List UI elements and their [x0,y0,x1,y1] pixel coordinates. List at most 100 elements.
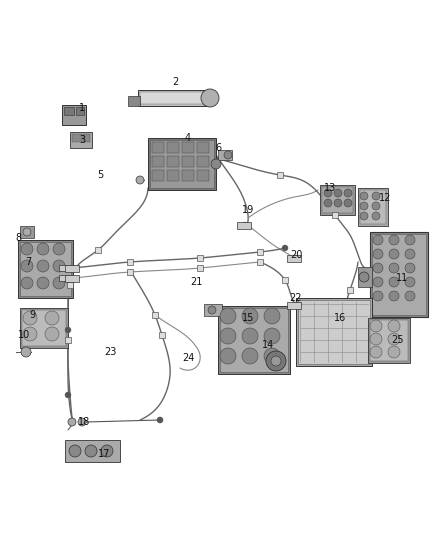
Bar [257,259,263,265]
Text: 11: 11 [396,273,408,283]
Bar [197,142,209,153]
Bar [197,156,209,167]
Bar [150,140,214,188]
Text: 14: 14 [262,340,274,350]
Text: 5: 5 [97,170,103,180]
Text: 22: 22 [290,293,302,303]
Bar [70,132,92,148]
Circle shape [373,277,383,287]
Bar [152,312,158,318]
Circle shape [220,328,236,344]
Circle shape [360,212,368,220]
Circle shape [157,417,163,423]
Circle shape [68,418,76,426]
Circle shape [360,202,368,210]
Bar [65,440,120,462]
Circle shape [45,311,59,325]
Text: 7: 7 [25,257,31,267]
Circle shape [360,192,368,200]
Bar [218,306,290,374]
Bar [152,170,164,181]
Bar [282,277,288,283]
Circle shape [37,260,49,272]
Text: 17: 17 [98,449,110,459]
Bar [22,310,66,346]
Text: 16: 16 [334,313,346,323]
Circle shape [373,263,383,273]
Bar [197,255,203,261]
Bar [167,142,179,153]
Circle shape [372,192,380,200]
Bar [287,302,301,309]
Bar [368,318,410,363]
Bar [127,259,133,265]
Circle shape [65,327,71,333]
Circle shape [388,320,400,332]
Circle shape [264,308,280,324]
Text: 25: 25 [392,335,404,345]
Bar [322,187,353,213]
Bar [347,287,353,293]
Circle shape [359,272,369,282]
Bar [20,308,68,348]
Bar [257,249,263,255]
Circle shape [271,356,281,366]
Text: 9: 9 [29,310,35,320]
Bar [18,240,73,298]
Bar [220,308,288,372]
Bar [204,304,222,316]
Circle shape [208,306,216,314]
Bar [148,138,216,190]
Text: 3: 3 [79,135,85,145]
Circle shape [78,418,86,426]
Text: 2: 2 [172,77,178,87]
Circle shape [136,176,144,184]
Circle shape [389,291,399,301]
Circle shape [372,202,380,210]
Circle shape [344,199,352,207]
Circle shape [282,245,288,251]
Circle shape [21,260,33,272]
Bar [62,105,86,125]
Circle shape [37,277,49,289]
Circle shape [211,159,221,169]
Circle shape [53,277,65,289]
Bar [83,134,90,142]
Bar [64,107,74,115]
Circle shape [373,235,383,245]
Bar [287,255,301,262]
Text: 21: 21 [190,277,202,287]
Text: 19: 19 [242,205,254,215]
Circle shape [242,222,248,228]
Circle shape [370,333,382,345]
Circle shape [389,249,399,259]
Text: 1: 1 [79,103,85,113]
Circle shape [334,189,342,197]
Circle shape [405,235,415,245]
Bar [370,232,428,317]
Bar [167,156,179,167]
Circle shape [324,189,332,197]
Circle shape [53,260,65,272]
Circle shape [201,89,219,107]
Bar [298,300,370,364]
Circle shape [242,308,258,324]
Circle shape [53,243,65,255]
Circle shape [373,291,383,301]
Bar [277,172,283,178]
Bar [197,265,203,271]
Bar [72,134,82,142]
Circle shape [292,255,298,261]
Circle shape [224,151,232,159]
Bar [167,170,179,181]
Text: 13: 13 [324,183,336,193]
Text: 23: 23 [104,347,116,357]
Circle shape [264,348,280,364]
Circle shape [405,249,415,259]
Circle shape [23,311,37,325]
Bar [20,226,34,238]
Circle shape [23,228,31,236]
Circle shape [388,333,400,345]
Bar [65,265,79,272]
Text: 24: 24 [182,353,194,363]
